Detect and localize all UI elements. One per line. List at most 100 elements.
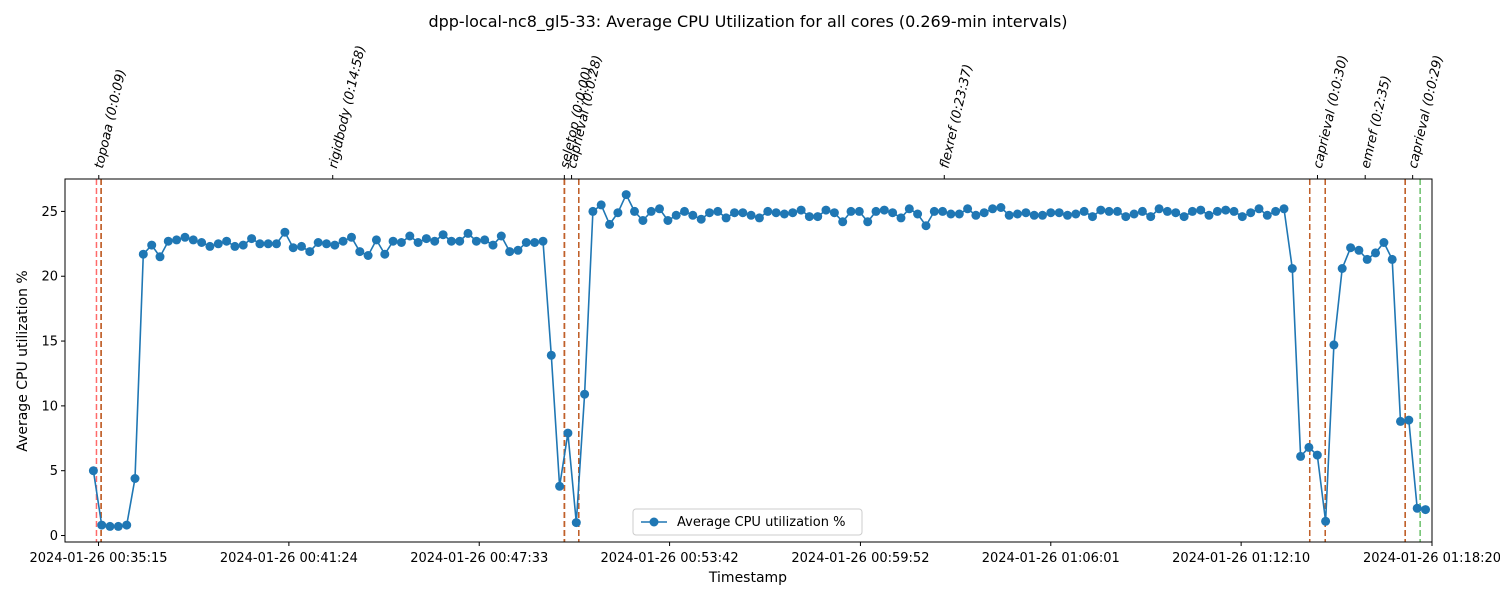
data-point xyxy=(954,209,964,219)
data-point xyxy=(230,241,240,251)
data-point xyxy=(1187,206,1197,216)
data-point xyxy=(1171,208,1181,218)
x-tick-label: 2024-01-26 01:12:10 xyxy=(1172,551,1310,566)
data-point xyxy=(1346,243,1356,253)
x-tick-label: 2024-01-26 00:59:52 xyxy=(791,551,929,566)
data-point xyxy=(1079,206,1089,216)
y-tick-label: 20 xyxy=(41,270,58,285)
data-point xyxy=(655,204,664,214)
plot-area xyxy=(88,190,1430,531)
data-point xyxy=(1271,206,1281,216)
data-point xyxy=(746,210,756,220)
data-point xyxy=(463,228,473,238)
data-point xyxy=(1379,238,1389,247)
data-point xyxy=(1004,210,1014,220)
data-point xyxy=(88,466,98,476)
data-point xyxy=(180,232,190,242)
stage-label: topoaa (0:0:09) xyxy=(92,68,129,170)
data-point xyxy=(1071,209,1081,219)
data-point xyxy=(929,206,939,216)
data-point xyxy=(197,238,207,247)
data-point xyxy=(888,208,898,218)
data-point xyxy=(788,208,798,218)
data-point xyxy=(130,474,140,483)
data-point xyxy=(1262,210,1272,220)
data-point xyxy=(705,208,714,218)
data-point xyxy=(255,239,265,249)
stage-label: caprieval (0:0:30) xyxy=(1311,54,1352,170)
data-point xyxy=(555,481,565,491)
data-point xyxy=(105,521,115,531)
data-point xyxy=(338,236,348,246)
data-point xyxy=(1013,209,1022,219)
data-point xyxy=(446,236,456,246)
data-point xyxy=(1162,206,1172,216)
data-point xyxy=(754,213,764,223)
axes-frame xyxy=(64,178,1433,543)
data-point xyxy=(1229,206,1239,216)
data-point xyxy=(122,520,132,530)
y-axis-label: Average CPU utilization % xyxy=(15,270,31,451)
data-point xyxy=(313,238,323,247)
data-point xyxy=(355,247,365,257)
data-point xyxy=(1354,245,1364,255)
data-point xyxy=(1196,205,1206,215)
data-point xyxy=(521,238,531,247)
data-point xyxy=(571,518,581,528)
data-point xyxy=(1371,248,1380,258)
data-point xyxy=(996,203,1006,212)
data-point xyxy=(680,206,689,216)
data-point xyxy=(638,216,648,225)
data-point xyxy=(1104,206,1114,216)
data-point xyxy=(1054,208,1064,218)
data-point xyxy=(505,247,515,257)
data-point xyxy=(396,238,406,247)
data-point xyxy=(804,212,814,222)
stage-markers xyxy=(95,179,1421,542)
data-point xyxy=(904,204,914,214)
data-point xyxy=(838,217,848,227)
data-point xyxy=(854,206,864,216)
data-point xyxy=(588,206,598,216)
data-point xyxy=(1246,208,1256,218)
data-point xyxy=(1421,505,1430,515)
data-point xyxy=(1129,209,1139,219)
data-point xyxy=(871,206,881,216)
data-point xyxy=(513,245,523,255)
data-point xyxy=(621,190,631,200)
data-point xyxy=(138,249,148,259)
data-point xyxy=(1063,210,1072,220)
data-point xyxy=(213,239,223,249)
data-point xyxy=(1088,212,1097,222)
legend-label: Average CPU utilization % xyxy=(677,515,845,530)
x-tick-label: 2024-01-26 00:35:15 xyxy=(29,551,167,566)
stage-labels: topoaa (0:0:09) rigidbody (0:14:58) seleto… xyxy=(92,44,1447,179)
data-point xyxy=(1112,206,1122,216)
data-point xyxy=(1279,204,1289,214)
data-point xyxy=(630,206,639,216)
data-point xyxy=(1387,254,1397,264)
data-point xyxy=(172,235,182,245)
y-tick-label: 15 xyxy=(41,335,58,350)
data-point xyxy=(305,247,315,257)
data-point xyxy=(530,238,540,247)
data-point xyxy=(455,236,465,246)
y-tick-label: 5 xyxy=(50,464,58,479)
x-tick-label: 2024-01-26 01:18:20 xyxy=(1363,551,1500,566)
data-point xyxy=(247,234,257,244)
data-point xyxy=(363,251,373,260)
data-point xyxy=(663,216,673,225)
data-point xyxy=(163,236,173,246)
data-point xyxy=(421,234,431,244)
data-point xyxy=(238,240,248,250)
data-point xyxy=(1296,451,1306,461)
x-axis: 2024-01-26 00:35:15 2024-01-26 00:41:24 20… xyxy=(29,542,1500,566)
data-point xyxy=(330,240,340,250)
data-point xyxy=(97,520,107,530)
data-point xyxy=(155,252,165,262)
stage-label: rigidbody (0:14:58) xyxy=(326,44,369,170)
data-point xyxy=(546,350,556,360)
data-point xyxy=(1337,264,1347,273)
stage-label: flexref (0:23:37) xyxy=(938,63,977,170)
